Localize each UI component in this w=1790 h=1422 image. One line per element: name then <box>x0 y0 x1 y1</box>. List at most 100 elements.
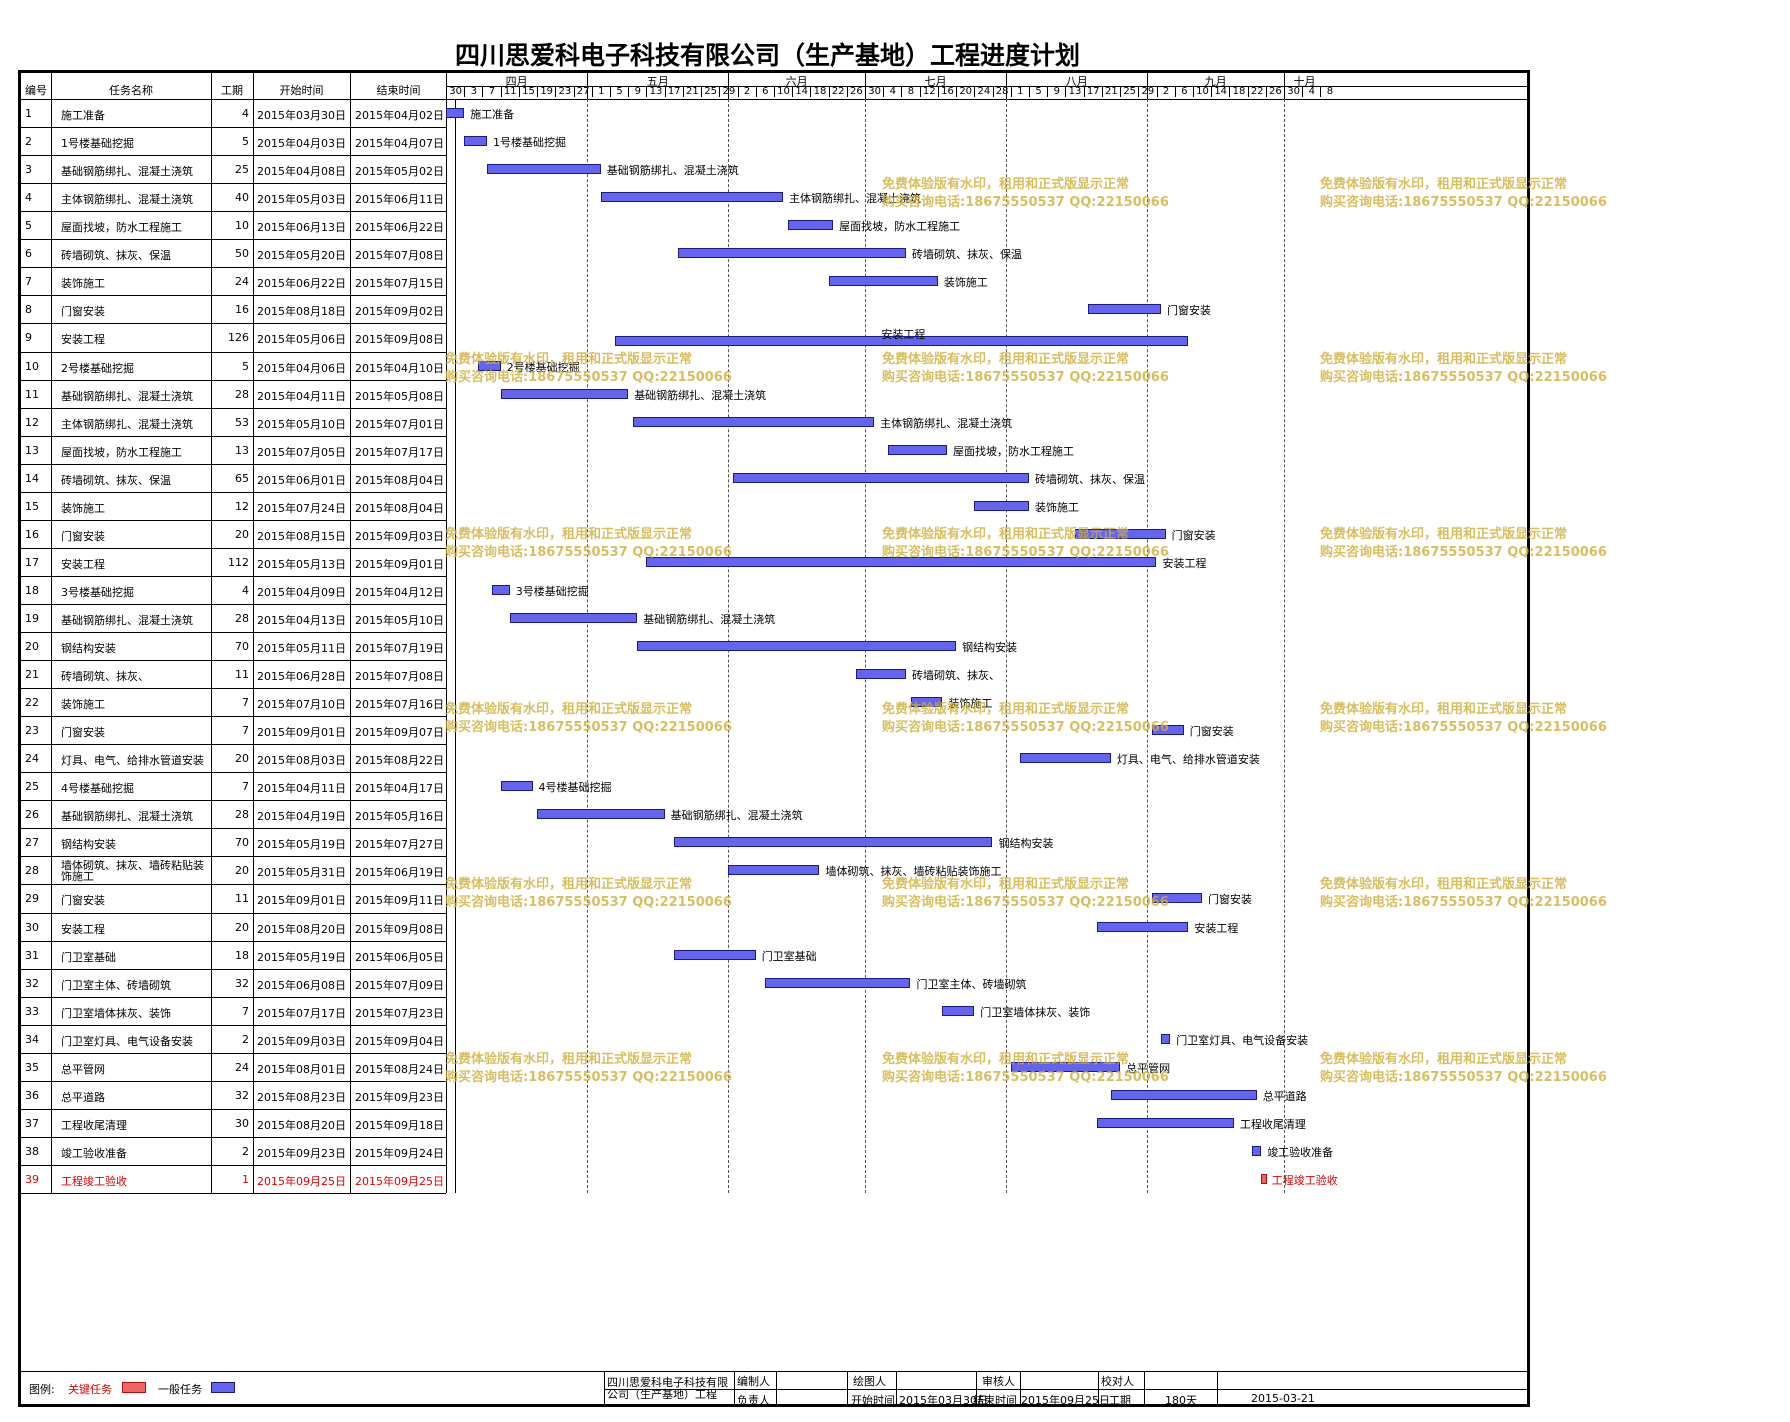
gantt-bar-label: 工程收尾清理 <box>1239 1117 1306 1131</box>
gantt-bar <box>828 276 938 287</box>
task-duration: 25 <box>235 163 249 177</box>
gantt-bar <box>500 781 533 792</box>
task-end: 2015年04月12日 <box>355 585 444 599</box>
footer-mid-line <box>604 1389 1527 1390</box>
table-row: 7 装饰施工 24 2015年06月22日 2015年07月15日 <box>21 267 446 295</box>
task-id: 13 <box>25 443 39 457</box>
task-end: 2015年05月10日 <box>355 613 444 627</box>
gantt-bar-label: 3号楼基础挖掘 <box>515 584 589 598</box>
task-id: 38 <box>25 1144 39 1158</box>
column-line <box>211 73 212 1193</box>
day-tick-label: 23 <box>555 86 573 97</box>
task-end: 2015年08月22日 <box>355 754 444 768</box>
gantt-bar <box>487 164 601 175</box>
day-tick-label: 30 <box>865 86 883 97</box>
task-id: 18 <box>25 583 39 597</box>
table-row: 1 施工准备 4 2015年03月30日 2015年04月02日 <box>21 99 446 127</box>
task-end: 2015年07月09日 <box>355 978 444 992</box>
row-line <box>21 716 446 718</box>
task-end: 2015年09月11日 <box>355 894 444 908</box>
column-line <box>51 73 52 1193</box>
month-label: 七月 <box>924 75 947 88</box>
gantt-bar <box>614 336 1189 347</box>
header-name: 任务名称 <box>109 84 153 97</box>
day-tick-label: 21 <box>1101 86 1120 97</box>
table-row: 29 门窗安装 11 2015年09月01日 2015年09月11日 <box>21 884 446 912</box>
day-tick-label: 16 <box>937 86 956 97</box>
task-id: 36 <box>25 1088 39 1102</box>
task-start: 2015年05月20日 <box>257 249 346 263</box>
gantt-bar-label: 2号楼基础挖掘 <box>506 360 580 374</box>
day-tick-label: 17 <box>664 86 683 97</box>
day-tick-label: 6 <box>1174 86 1193 97</box>
task-end: 2015年09月07日 <box>355 726 444 740</box>
task-name: 墙体砌筑、抹灰、墙砖粘贴装饰施工 <box>61 860 204 883</box>
gantt-bar-label: 屋面找坡，防水工程施工 <box>953 444 1074 458</box>
gantt-bar-label: 门卫室灯具、电气设备安装 <box>1176 1033 1309 1047</box>
day-tick-label: 2 <box>737 86 756 97</box>
day-tick-label: 25 <box>701 86 719 97</box>
table-row: 27 钢结构安装 70 2015年05月19日 2015年07月27日 <box>21 828 446 856</box>
task-duration: 70 <box>235 640 249 653</box>
header-id: 编号 <box>25 84 47 97</box>
task-name: 竣工验收准备 <box>61 1146 127 1160</box>
month-boundary-line <box>728 73 730 99</box>
table-row: 9 安装工程 126 2015年05月06日 2015年09月08日 <box>21 323 446 351</box>
table-row: 5 屋面找坡，防水工程施工 10 2015年06月13日 2015年06月22日 <box>21 211 446 239</box>
footer-top-line <box>21 1371 1527 1372</box>
day-tick-label: 5 <box>1029 86 1047 97</box>
task-end: 2015年04月02日 <box>355 109 444 122</box>
day-tick-label: 3 <box>464 86 482 97</box>
task-name: 门卫室主体、砖墙砌筑 <box>61 978 171 992</box>
row-line <box>21 323 446 325</box>
row-line <box>21 295 446 297</box>
row-line <box>21 603 446 605</box>
task-duration: 28 <box>235 387 249 401</box>
gantt-bar <box>632 416 875 427</box>
task-id: 27 <box>25 836 39 850</box>
task-name: 4号楼基础挖掘 <box>61 782 134 796</box>
month-label: 十月 <box>1293 75 1316 88</box>
day-tick-label: 17 <box>1083 86 1102 97</box>
row-line <box>21 1164 446 1166</box>
gantt-sheet: 编号 任务名称 工期 开始时间 结束时间 四月 五月 六月 七月 八月 九月 十月 30 3 7… <box>18 70 1530 1407</box>
task-duration: 28 <box>235 808 249 822</box>
footer-start-label: 开始时间 <box>851 1394 895 1407</box>
footer-owner-label: 负责人 <box>737 1394 770 1407</box>
task-end: 2015年06月22日 <box>355 221 444 235</box>
table-row: 37 工程收尾清理 30 2015年08月20日 2015年09月18日 <box>21 1109 446 1137</box>
task-name: 砖墙砌筑、抹灰、保温 <box>61 473 171 487</box>
footer-column-line <box>604 1371 605 1407</box>
gantt-bar-label: 基础钢筋绑扎、混凝土浇筑 <box>634 388 767 402</box>
task-name: 砖墙砌筑、抹灰、保温 <box>61 249 171 263</box>
task-end: 2015年09月24日 <box>355 1146 444 1160</box>
task-name: 基础钢筋绑扎、混凝土浇筑 <box>61 613 193 627</box>
day-tick-label: 5 <box>610 86 628 97</box>
task-name: 砖墙砌筑、抹灰、 <box>61 670 149 683</box>
day-tick-label: 29 <box>1138 86 1156 97</box>
gantt-bar-label: 砖墙砌筑、抹灰、保温 <box>1035 472 1145 486</box>
day-tick-label: 22 <box>1247 86 1266 97</box>
footer-column-line <box>1098 1371 1099 1407</box>
gantt-bar <box>637 641 957 651</box>
row-line <box>21 267 446 269</box>
gantt-bar-label: 施工准备 <box>470 108 515 121</box>
gantt-bar-label: 门卫室主体、砖墙砌筑 <box>916 977 1027 991</box>
table-row: 31 门卫室基础 18 2015年05月19日 2015年06月05日 <box>21 941 446 969</box>
footer-column-line <box>847 1371 848 1407</box>
gantt-bar-label: 装饰施工 <box>943 276 988 290</box>
gantt-bar-label: 安装工程 <box>1162 556 1207 570</box>
task-start: 2015年04月06日 <box>257 361 346 375</box>
task-duration: 30 <box>235 1116 249 1130</box>
task-duration: 28 <box>235 611 249 625</box>
task-name: 工程收尾清理 <box>61 1118 127 1132</box>
row-line <box>21 239 446 241</box>
task-start: 2015年06月01日 <box>257 473 346 487</box>
footer-column-line <box>1144 1371 1145 1407</box>
day-tick-label: 14 <box>1211 86 1229 97</box>
gantt-bar <box>974 500 1029 511</box>
gantt-bar <box>942 1005 975 1016</box>
day-tick-label: 25 <box>1120 86 1138 97</box>
task-name: 灯具、电气、给排水管道安装 <box>61 754 204 768</box>
footer-start-value: 2015年03月30日 <box>899 1394 988 1407</box>
